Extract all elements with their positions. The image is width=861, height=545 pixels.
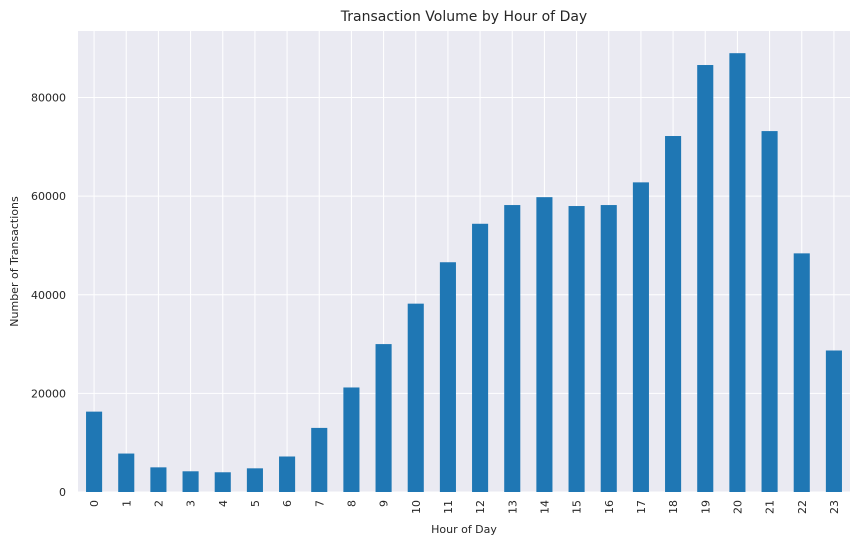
x-tick-label: 22 <box>796 500 809 514</box>
bar-hour-2 <box>150 467 167 492</box>
bar-hour-13 <box>504 205 521 492</box>
x-tick-label: 11 <box>442 500 455 514</box>
bar-hour-3 <box>182 471 199 492</box>
x-tick-label: 19 <box>699 500 712 514</box>
x-tick-label: 17 <box>635 500 648 514</box>
bar-hour-4 <box>214 472 231 492</box>
x-tick-label: 23 <box>828 500 841 514</box>
bars <box>86 53 842 493</box>
x-tick-label: 13 <box>506 500 519 514</box>
x-tick-label: 15 <box>571 500 584 514</box>
x-tick-label: 8 <box>345 500 358 507</box>
bar-hour-10 <box>407 303 424 492</box>
bar-hour-11 <box>439 262 456 492</box>
bar-hour-16 <box>600 205 617 492</box>
bar-hour-8 <box>343 387 360 492</box>
x-axis-label: Hour of Day <box>431 523 497 536</box>
chart-title: Transaction Volume by Hour of Day <box>340 9 587 25</box>
x-tick-label: 6 <box>281 500 294 507</box>
y-tick-label: 20000 <box>31 387 66 400</box>
x-tick-label: 3 <box>185 500 198 507</box>
bar-hour-1 <box>118 453 135 492</box>
x-tick-label: 12 <box>474 500 487 514</box>
x-tick-label: 5 <box>249 500 262 507</box>
y-tick-label: 0 <box>59 486 66 499</box>
bar-hour-22 <box>793 253 810 492</box>
x-tick-label: 10 <box>410 500 423 514</box>
x-tick-label: 20 <box>731 500 744 514</box>
x-tick-label: 7 <box>313 500 326 507</box>
x-tick-label: 4 <box>217 500 230 507</box>
x-tick-label: 21 <box>764 500 777 514</box>
bar-hour-20 <box>729 53 746 492</box>
x-tick-label: 9 <box>378 500 391 507</box>
x-tick-label: 18 <box>667 500 680 514</box>
bar-hour-21 <box>761 131 778 492</box>
x-tick-label: 16 <box>603 500 616 514</box>
bar-hour-18 <box>665 136 682 492</box>
plot-area <box>78 31 850 492</box>
y-tick-label: 60000 <box>31 190 66 203</box>
bar-hour-12 <box>472 223 489 493</box>
bar-hour-0 <box>86 411 103 492</box>
x-tick-label: 2 <box>152 500 165 507</box>
bar-hour-19 <box>697 65 714 492</box>
bar-hour-15 <box>568 206 585 492</box>
bar-hour-17 <box>632 182 649 492</box>
bar-hour-23 <box>825 350 842 492</box>
x-tick-labels: 0 1 2 3 4 5 6 7 8 9 10 11 12 13 14 15 16 17 18 19 20 21 22 23 <box>88 500 841 514</box>
bar-hour-9 <box>375 344 392 492</box>
y-axis-label: Number of Transactions <box>8 196 21 327</box>
x-tick-label: 1 <box>120 500 133 507</box>
bar-hour-6 <box>279 456 296 492</box>
bar-hour-14 <box>536 197 553 492</box>
y-tick-labels: 0 20000 40000 60000 80000 <box>31 92 66 499</box>
x-tick-label: 0 <box>88 500 101 507</box>
bar-hour-5 <box>246 468 263 492</box>
y-tick-label: 80000 <box>31 92 66 105</box>
bar-hour-7 <box>311 427 328 492</box>
y-tick-label: 40000 <box>31 289 66 302</box>
x-tick-label: 14 <box>538 500 551 514</box>
